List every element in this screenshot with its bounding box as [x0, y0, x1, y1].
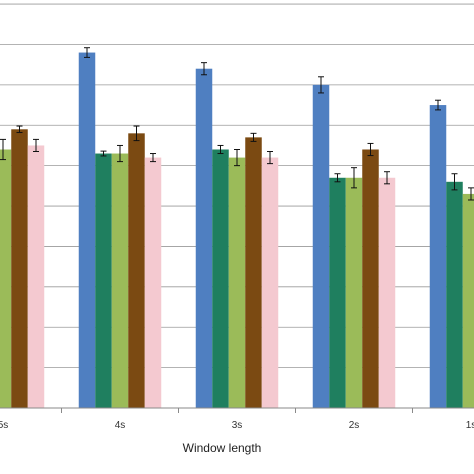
bar-2s-s2 — [329, 177, 346, 408]
error-bars — [0, 47, 474, 201]
error-bar-4s-s2 — [100, 150, 107, 157]
bar-3s-s1 — [195, 68, 213, 408]
x-tick-label-2s: 2s — [349, 420, 360, 431]
error-bar-2s-s4 — [367, 142, 374, 157]
error-bar-4s-s4 — [133, 125, 140, 142]
x-tick-label-4s: 4s — [115, 420, 126, 431]
x-axis-label: Window length — [183, 441, 262, 455]
error-bar-1s-s2 — [451, 173, 458, 191]
error-bar-5s-s3 — [0, 138, 6, 161]
bar-3s-s3 — [228, 157, 246, 408]
error-bar-2s-s2 — [334, 173, 341, 183]
error-bar-5s-s5 — [33, 138, 39, 153]
x-tick-labels: 5s 4s 3s 2s 1s — [0, 420, 474, 431]
bar-group — [0, 52, 474, 408]
error-bar-3s-s3 — [234, 148, 240, 167]
error-bar-4s-s5 — [150, 153, 156, 163]
bar-3s-s4 — [245, 137, 262, 408]
error-bar-4s-s3 — [117, 144, 123, 163]
bar-1s-s2 — [446, 181, 463, 408]
error-bar-1s-s3 — [468, 187, 474, 201]
error-bar-2s-s3 — [351, 167, 357, 189]
bar-2s-s5 — [378, 177, 396, 408]
bar-5s-s3 — [0, 149, 12, 408]
x-tick-label-3s: 3s — [232, 420, 243, 431]
bar-4s-s4 — [128, 133, 145, 408]
bar-4s-s3 — [111, 153, 129, 408]
bar-1s-s1 — [429, 105, 447, 408]
error-bar-5s-s4 — [16, 125, 23, 134]
error-bar-3s-s2 — [217, 144, 224, 155]
error-bar-2s-s1 — [318, 76, 324, 94]
x-axis — [0, 407, 474, 413]
bar-4s-s5 — [144, 157, 162, 408]
bar-5s-s4 — [11, 129, 28, 408]
bar-4s-s1 — [78, 52, 96, 408]
error-bar-4s-s1 — [84, 47, 90, 58]
bar-5s-s5 — [27, 145, 45, 408]
bar-2s-s4 — [362, 149, 379, 408]
error-bar-2s-s5 — [384, 171, 390, 185]
error-bar-3s-s4 — [250, 132, 257, 142]
error-bar-1s-s1 — [435, 99, 441, 111]
bar-2s-s1 — [312, 84, 330, 408]
bar-3s-s5 — [261, 157, 279, 408]
bar-4s-s2 — [95, 153, 112, 408]
bar-3s-s2 — [212, 149, 229, 408]
x-tick-label-5s: 5s — [0, 420, 8, 431]
bar-1s-s3 — [462, 193, 474, 408]
bar-2s-s3 — [345, 177, 363, 408]
error-bar-3s-s5 — [267, 151, 273, 165]
x-tick-label-1s: 1s — [466, 420, 474, 431]
error-bar-3s-s1 — [201, 62, 207, 76]
